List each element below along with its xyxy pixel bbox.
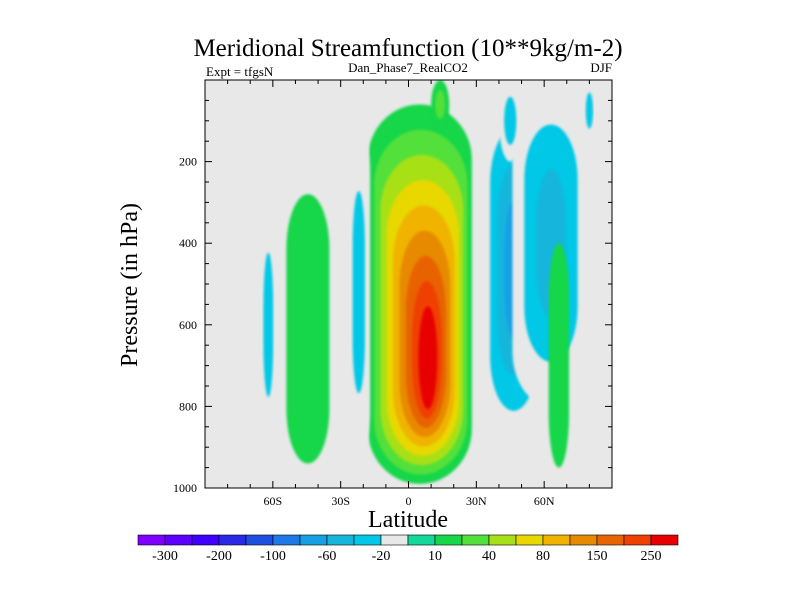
contour-band-sh-cell-wide-0 bbox=[286, 194, 330, 464]
colorbar-swatch bbox=[218, 534, 247, 546]
colorbar-label: 40 bbox=[482, 549, 496, 564]
colorbar-swatch bbox=[650, 534, 679, 546]
colorbar-label: 80 bbox=[536, 549, 550, 564]
colorbar-label: 250 bbox=[641, 549, 662, 564]
contour-band-nh-upper-finger-b-1 bbox=[585, 92, 594, 129]
x-axis-label: Latitude bbox=[368, 507, 448, 533]
contour-band-sh-cell-narrow-1 bbox=[263, 252, 274, 398]
colorbar-swatch bbox=[542, 534, 571, 546]
y-tick-label: 600 bbox=[179, 318, 197, 332]
colorbar-swatch bbox=[245, 534, 274, 546]
contour-band-main-cell-8 bbox=[418, 306, 438, 410]
axis-ticks bbox=[204, 79, 613, 489]
colorbar-swatch bbox=[353, 534, 382, 546]
experiment-label: Expt = tfgsN bbox=[206, 64, 274, 79]
colorbar bbox=[137, 534, 679, 546]
colorbar-swatch bbox=[272, 534, 301, 546]
colorbar-swatch bbox=[137, 534, 166, 546]
colorbar-swatch bbox=[515, 534, 544, 546]
colorbar-label: -60 bbox=[318, 549, 337, 564]
colorbar-swatch bbox=[380, 534, 409, 546]
run-name-label: Dan_Phase7_RealCO2 bbox=[348, 60, 468, 75]
x-tick-label: 30S bbox=[331, 494, 350, 508]
y-tick-label: 400 bbox=[179, 236, 197, 250]
colorbar-label: 150 bbox=[587, 549, 608, 564]
chart-title: Meridional Streamfunction (10**9kg/m-2) bbox=[193, 35, 622, 62]
colorbar-label: -100 bbox=[260, 549, 286, 564]
colorbar-label: -300 bbox=[152, 549, 178, 564]
colorbar-label: -200 bbox=[206, 549, 232, 564]
contour-fill-layer bbox=[259, 80, 597, 484]
colorbar-swatch bbox=[299, 534, 328, 546]
x-tick-label: 60S bbox=[263, 494, 282, 508]
colorbar-label: 10 bbox=[428, 549, 442, 564]
colorbar-swatch bbox=[434, 534, 463, 546]
x-tick-label: 0 bbox=[406, 494, 412, 508]
colorbar-swatch bbox=[623, 534, 652, 546]
colorbar-swatch bbox=[596, 534, 625, 546]
season-label: DJF bbox=[590, 60, 612, 75]
y-tick-label: 800 bbox=[179, 399, 197, 413]
colorbar-swatch bbox=[461, 534, 490, 546]
x-tick-labels: 60S 30S 0 30N 60N bbox=[263, 494, 554, 508]
colorbar-swatch bbox=[407, 534, 436, 546]
colorbar-swatch bbox=[488, 534, 517, 546]
colorbar-swatch bbox=[569, 534, 598, 546]
y-tick-labels: 200 400 600 800 1000 bbox=[173, 155, 197, 495]
contour-band-nh-positive-band-0 bbox=[548, 243, 570, 468]
y-tick-label: 200 bbox=[179, 155, 197, 169]
y-axis-label: Pressure (in hPa) bbox=[117, 203, 143, 367]
contour-band-tropical-top-tongue-1 bbox=[435, 90, 446, 119]
x-tick-label: 60N bbox=[534, 494, 555, 508]
colorbar-swatch bbox=[326, 534, 355, 546]
colorbar-labels: -300 -200 -100 -60 -20 10 40 80 150 250 bbox=[152, 549, 661, 564]
colorbar-swatch bbox=[191, 534, 220, 546]
colorbar-label: -20 bbox=[372, 549, 391, 564]
contour-band-sh-negative-left-1 bbox=[352, 191, 365, 394]
colorbar-swatch bbox=[164, 534, 193, 546]
x-tick-label: 30N bbox=[466, 494, 487, 508]
contour-band-nh-upper-finger-a-1 bbox=[504, 96, 517, 145]
y-tick-label: 1000 bbox=[173, 481, 197, 495]
